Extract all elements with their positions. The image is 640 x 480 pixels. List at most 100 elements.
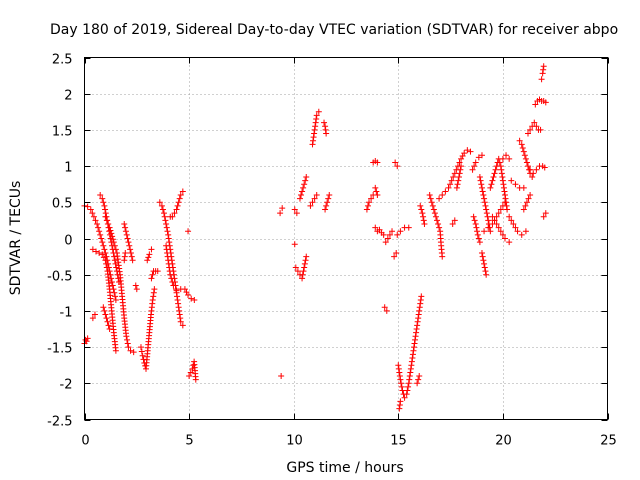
data-point [512, 224, 519, 231]
data-point [428, 199, 435, 206]
x-tick-label: 15 [390, 434, 407, 449]
data-point [457, 166, 464, 173]
data-point [478, 184, 485, 191]
data-point [483, 271, 490, 278]
data-point [164, 253, 171, 260]
data-point [475, 235, 482, 242]
data-point [300, 184, 307, 191]
data-point [177, 315, 184, 322]
data-point [407, 369, 414, 376]
data-point [491, 217, 498, 224]
data-point [506, 239, 513, 246]
data-point [179, 322, 186, 329]
data-point [413, 326, 420, 332]
data-point [436, 224, 443, 231]
data-point [482, 268, 489, 275]
data-point [121, 221, 128, 228]
data-point [408, 358, 415, 365]
data-point [93, 248, 100, 255]
data-point [96, 249, 103, 256]
data-point [374, 159, 381, 166]
data-point [498, 170, 505, 177]
data-point [145, 254, 152, 261]
data-point [404, 387, 411, 394]
data-point [525, 163, 532, 170]
data-point [504, 206, 511, 213]
data-point [502, 195, 509, 202]
data-point [321, 119, 328, 126]
data-point [122, 224, 129, 231]
data-point [503, 199, 510, 206]
data-point [520, 148, 527, 155]
data-point [508, 177, 515, 184]
data-point [432, 213, 439, 220]
data-point [97, 192, 104, 199]
data-point [416, 373, 423, 380]
data-point [310, 137, 317, 144]
data-point [149, 297, 156, 304]
data-point [391, 253, 398, 260]
data-point [525, 195, 532, 202]
data-point [291, 206, 298, 213]
y-tick-label: -1 [60, 306, 73, 321]
data-point [527, 192, 534, 199]
data-point [100, 242, 107, 249]
data-point [102, 257, 109, 264]
data-point [311, 195, 318, 202]
data-point [481, 228, 488, 235]
data-point [162, 217, 169, 224]
data-point [111, 289, 118, 296]
data-point [396, 402, 403, 409]
data-point [503, 152, 510, 159]
data-point [523, 159, 530, 166]
data-point [532, 101, 539, 108]
data-point [473, 224, 480, 231]
data-point [474, 228, 481, 235]
data-point [495, 224, 502, 231]
data-point [106, 326, 113, 332]
data-point [470, 213, 477, 220]
data-point [161, 213, 168, 220]
data-point [112, 347, 119, 354]
data-point [533, 123, 540, 130]
data-point [97, 231, 104, 238]
data-point [125, 344, 132, 351]
data-point [89, 315, 96, 322]
data-point [417, 202, 424, 209]
data-point [481, 264, 488, 271]
data-point [174, 297, 181, 304]
data-point [299, 188, 306, 195]
data-point [299, 275, 306, 282]
data-point [310, 134, 317, 141]
data-point [108, 278, 115, 285]
data-point [498, 166, 505, 173]
data-point [475, 154, 482, 161]
data-point [456, 170, 463, 177]
data-point [127, 249, 134, 256]
data-point [163, 242, 170, 249]
data-point [307, 202, 314, 209]
data-point [431, 210, 438, 217]
data-point [100, 199, 107, 206]
data-point [416, 304, 423, 311]
data-point [164, 228, 171, 235]
data-point [326, 192, 333, 199]
data-point [525, 130, 532, 137]
data-point [164, 249, 171, 256]
data-point [542, 210, 549, 217]
data-point [174, 293, 181, 300]
data-point [102, 311, 109, 318]
data-point [123, 333, 130, 340]
data-point [497, 206, 504, 213]
x-axis-label: GPS time / hours [286, 460, 403, 476]
data-point [527, 166, 534, 173]
data-point [510, 221, 517, 228]
data-point [177, 318, 184, 325]
data-point [485, 217, 492, 224]
data-point [323, 202, 330, 209]
data-point [127, 246, 134, 253]
data-point [173, 206, 180, 213]
data-point [325, 195, 332, 202]
data-point [84, 335, 91, 342]
data-point [322, 206, 329, 213]
